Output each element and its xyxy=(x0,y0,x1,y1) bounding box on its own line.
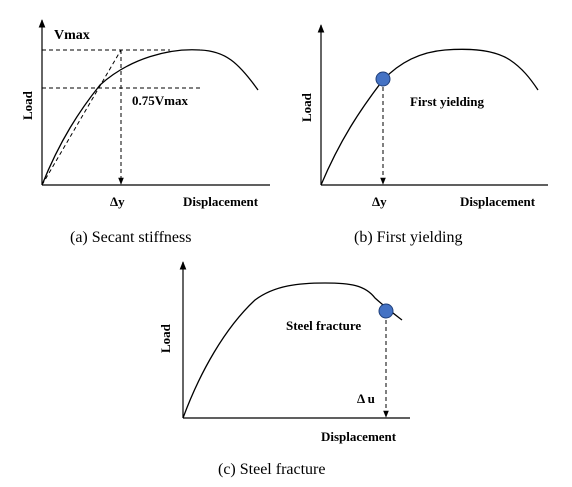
panel-a-vmax-label: Vmax xyxy=(54,28,90,43)
panel-a-curve xyxy=(41,49,259,186)
panel-a-caption: (a) Secant stiffness xyxy=(70,229,191,246)
panel-c-xlabel: Displacement xyxy=(321,429,397,444)
panel-c-fracture-marker xyxy=(378,303,394,319)
panel-b-event-label: First yielding xyxy=(410,94,485,109)
panel-b-xlabel: Displacement xyxy=(460,194,536,209)
panel-a-075vmax-label: 0.75Vmax xyxy=(132,93,188,108)
panel-c: Steel fracture Δ u Displacement Load (c)… xyxy=(158,261,410,478)
panel-c-curve xyxy=(182,282,403,419)
panel-a-secant-line xyxy=(41,49,122,186)
panel-b-curve xyxy=(320,48,539,186)
panel-c-event-label: Steel fracture xyxy=(286,318,361,333)
panel-b: First yielding Δy Displacement Load (b) … xyxy=(299,24,548,246)
panel-a-xlabel: Displacement xyxy=(183,194,259,209)
panel-a-ylabel: Load xyxy=(20,90,35,120)
panel-b-caption: (b) First yielding xyxy=(354,229,462,246)
panel-a: Vmax 0.75Vmax Δy Displacement Load (a) S… xyxy=(20,19,270,246)
panel-b-yield-marker xyxy=(375,71,391,87)
panel-c-ylabel: Load xyxy=(158,323,173,353)
panel-c-caption: (c) Steel fracture xyxy=(218,461,325,478)
panel-a-dy-label: Δy xyxy=(110,194,125,209)
panel-b-ylabel: Load xyxy=(299,92,314,122)
panel-c-du-label: Δ u xyxy=(357,391,375,406)
panel-b-dy-label: Δy xyxy=(372,194,387,209)
